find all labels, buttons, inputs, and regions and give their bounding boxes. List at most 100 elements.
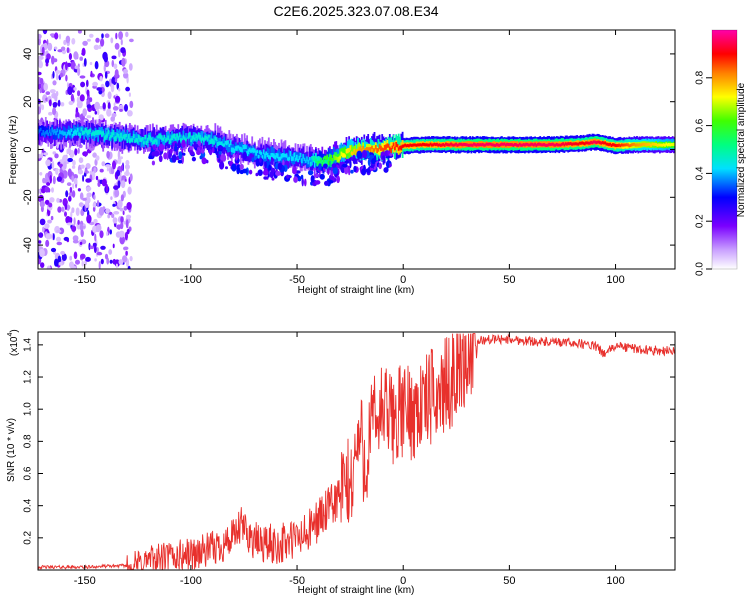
- noise-speckle: [56, 241, 63, 246]
- ridge-cell: [492, 143, 494, 147]
- ridge-cell: [122, 129, 125, 139]
- ridge-cell: [141, 137, 144, 141]
- ridge-cell: [297, 158, 299, 162]
- noise-speckle: [47, 219, 52, 224]
- ridge-tail: [277, 162, 283, 171]
- snr-series-line: [38, 333, 675, 570]
- ridge-cell: [508, 143, 511, 147]
- ridge-cell: [94, 130, 97, 135]
- ridge-cell: [59, 129, 61, 134]
- noise-speckle: [67, 168, 72, 178]
- ridge-cell: [162, 126, 164, 146]
- ridge-cell: [544, 143, 547, 147]
- ridge-cell: [166, 137, 168, 142]
- ridge-cell: [73, 125, 75, 135]
- ridge-cell: [497, 143, 499, 147]
- ridge-cell: [332, 155, 335, 162]
- ridge-tail: [166, 151, 169, 161]
- noise-speckle: [81, 260, 84, 267]
- ridge-cell: [115, 135, 117, 142]
- ridge-cell: [248, 147, 251, 152]
- noise-speckle: [100, 258, 104, 265]
- ridge-cell: [253, 152, 256, 160]
- noise-speckle: [126, 228, 130, 235]
- ridge-cell: [182, 134, 185, 139]
- ridge-cell: [294, 151, 297, 160]
- noise-speckle: [113, 185, 119, 191]
- snr-frame: [37, 331, 676, 571]
- ridge-cell: [670, 143, 673, 146]
- noise-speckle: [38, 106, 42, 115]
- ridge-tail: [324, 180, 329, 186]
- ridge-cell: [214, 136, 217, 140]
- ridge-cell: [318, 156, 321, 164]
- ridge-cell: [225, 140, 228, 146]
- noise-speckle: [72, 159, 76, 166]
- ridge-cell: [278, 149, 280, 157]
- y-tick-label: 1.2: [23, 370, 34, 384]
- ridge-cell: [312, 156, 315, 169]
- noise-speckle: [39, 248, 45, 258]
- ridge-tail: [332, 166, 338, 175]
- noise-speckle: [86, 38, 91, 42]
- ridge-cell: [538, 142, 540, 146]
- ridge-cell: [578, 141, 581, 145]
- noise-speckle: [52, 107, 57, 116]
- ridge-cell: [628, 144, 631, 148]
- ridge-cell: [121, 136, 124, 141]
- ridge-cell: [377, 148, 380, 152]
- ridge-cell: [480, 143, 483, 147]
- ridge-cell: [646, 143, 649, 146]
- ridge-cell: [392, 142, 395, 147]
- ridge-cell: [234, 146, 237, 151]
- noise-speckle: [92, 242, 97, 247]
- ridge-cell: [266, 147, 269, 158]
- ridge-cell: [470, 143, 473, 147]
- ridge-tail: [148, 155, 153, 160]
- ridge-cell: [494, 143, 497, 147]
- ridge-cell: [288, 150, 291, 160]
- noise-speckle: [114, 42, 120, 50]
- ridge-cell: [80, 127, 83, 132]
- ridge-cell: [331, 158, 334, 162]
- noise-speckle: [54, 153, 59, 159]
- ridge-cell: [78, 127, 80, 135]
- ridge-cell: [395, 142, 398, 147]
- ridge-cell: [334, 152, 336, 160]
- y-tick-label: -40: [22, 237, 34, 253]
- ridge-cell: [60, 132, 62, 140]
- noise-speckle: [115, 32, 118, 40]
- ridge-cell: [145, 134, 148, 142]
- ridge-cell: [117, 134, 120, 138]
- ridge-cell: [216, 132, 219, 146]
- ridge-tail: [158, 143, 165, 152]
- noise-speckle: [112, 243, 115, 249]
- noise-speckle: [111, 213, 115, 218]
- ridge-cell: [202, 137, 205, 143]
- ridge-cell: [98, 130, 101, 135]
- ridge-cell: [299, 152, 302, 158]
- ridge-cell: [173, 133, 176, 139]
- ridge-cell: [391, 145, 394, 149]
- ridge-cell: [554, 143, 557, 147]
- ridge-cell: [256, 149, 259, 153]
- noise-speckle: [106, 231, 109, 237]
- ridge-cell: [456, 143, 459, 147]
- noise-speckle: [39, 200, 45, 208]
- noise-speckle: [60, 102, 65, 107]
- ridge-cell: [624, 143, 627, 147]
- noise-speckle: [85, 200, 89, 209]
- ridge-cell: [55, 131, 57, 136]
- ridge-cell: [191, 135, 194, 141]
- ridge-cell: [388, 138, 391, 150]
- noise-speckle: [69, 261, 74, 269]
- noise-speckle: [95, 228, 101, 233]
- ridge-cell: [401, 144, 404, 148]
- ridge-tail: [236, 165, 240, 175]
- ridge-cell: [153, 127, 155, 146]
- noise-speckle: [119, 235, 125, 245]
- ridge-tail: [235, 153, 238, 161]
- ridge-tail: [242, 151, 247, 160]
- noise-speckle: [120, 180, 126, 189]
- ridge-cell: [241, 142, 243, 151]
